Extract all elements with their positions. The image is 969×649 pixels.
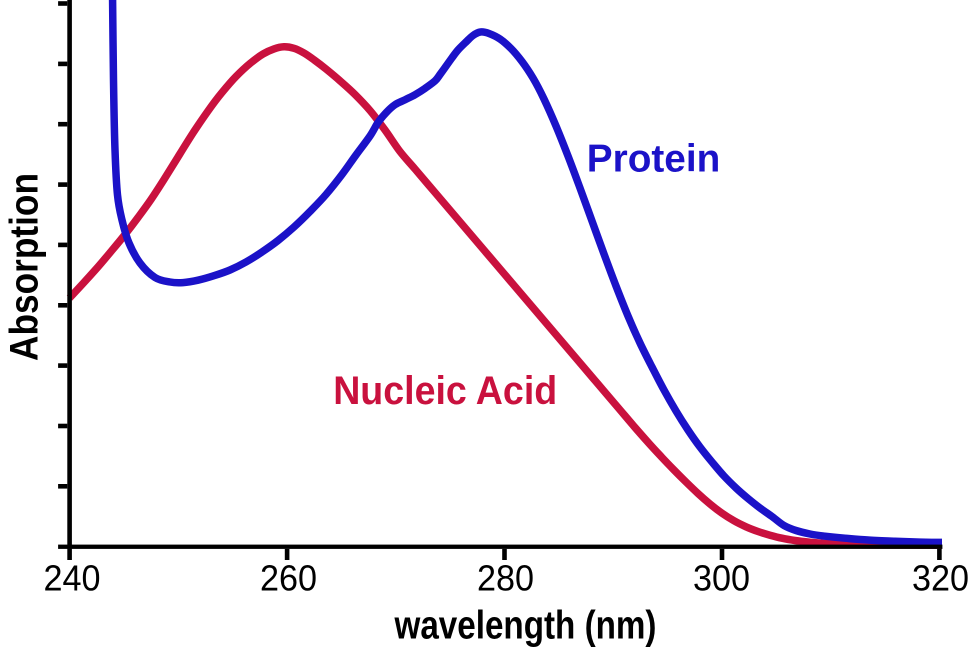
svg-text:240: 240 [44,558,101,599]
svg-text:wavelength (nm): wavelength (nm) [394,603,657,647]
svg-text:320: 320 [912,558,969,599]
svg-text:300: 300 [693,558,750,599]
svg-text:Absorption: Absorption [3,173,47,361]
svg-text:260: 260 [260,558,317,599]
svg-text:280: 280 [477,558,534,599]
svg-text:Nucleic Acid: Nucleic Acid [333,369,557,413]
svg-text:Protein: Protein [587,137,721,180]
